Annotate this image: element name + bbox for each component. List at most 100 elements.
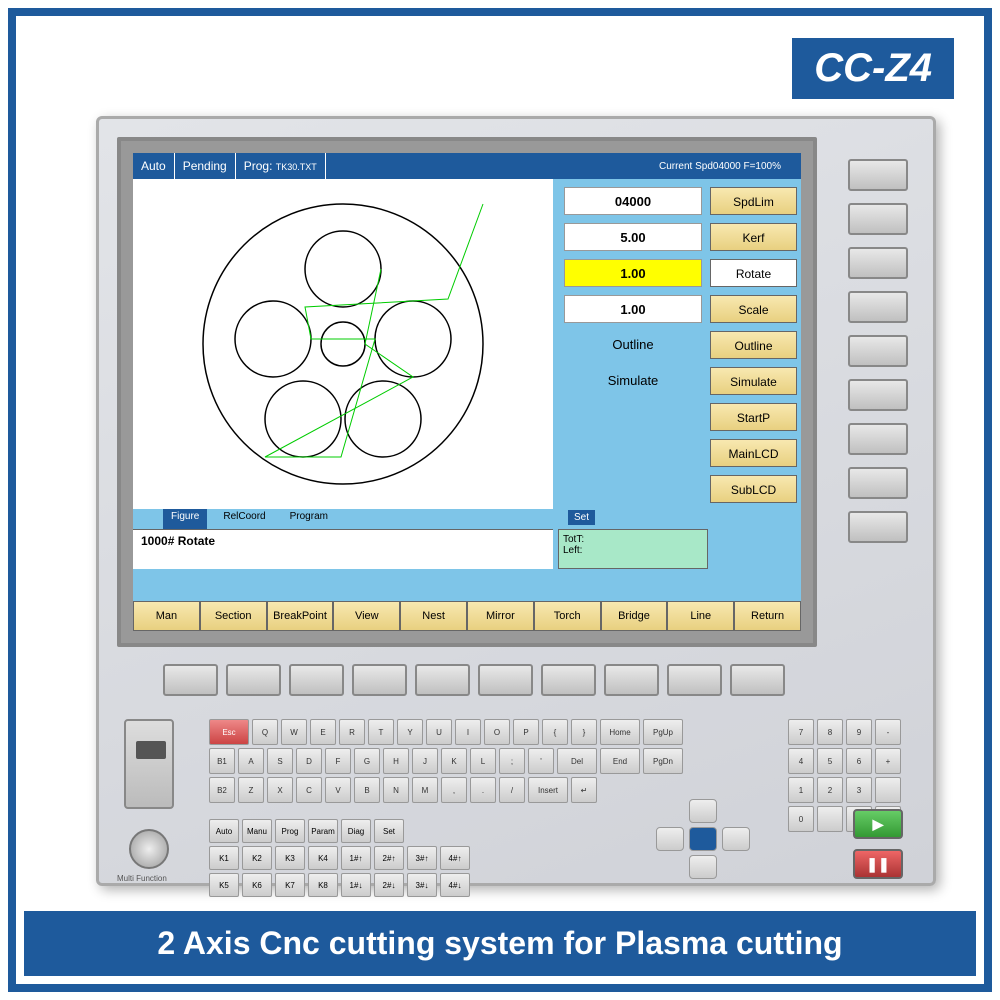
- dpad-center[interactable]: [689, 827, 717, 851]
- hardkey-f3[interactable]: [848, 247, 908, 279]
- btn-section[interactable]: Section: [200, 601, 267, 631]
- key-2#↑[interactable]: 2#↑: [374, 846, 404, 870]
- key-K5[interactable]: K5: [209, 873, 239, 897]
- btn-spdlim[interactable]: SpdLim: [710, 187, 797, 215]
- key-Auto[interactable]: Auto: [209, 819, 239, 843]
- key-I[interactable]: I: [455, 719, 481, 745]
- key-blank[interactable]: [817, 806, 843, 832]
- key-N[interactable]: N: [383, 777, 409, 803]
- key-3[interactable]: 3: [846, 777, 872, 803]
- key-2#↓[interactable]: 2#↓: [374, 873, 404, 897]
- key-1#↑[interactable]: 1#↑: [341, 846, 371, 870]
- multifunction-dial[interactable]: [129, 829, 169, 869]
- key-G[interactable]: G: [354, 748, 380, 774]
- btn-view[interactable]: View: [333, 601, 400, 631]
- key-L[interactable]: L: [470, 748, 496, 774]
- key-↵[interactable]: ↵: [571, 777, 597, 803]
- btn-scale[interactable]: Scale: [710, 295, 797, 323]
- btn-line[interactable]: Line: [667, 601, 734, 631]
- key-6[interactable]: 6: [846, 748, 872, 774]
- key-Esc[interactable]: Esc: [209, 719, 249, 745]
- key-T[interactable]: T: [368, 719, 394, 745]
- tab-figure[interactable]: Figure: [163, 509, 207, 529]
- btn-sublcd[interactable]: SubLCD: [710, 475, 797, 503]
- dpad-left[interactable]: [656, 827, 684, 851]
- btn-nest[interactable]: Nest: [400, 601, 467, 631]
- hardkey-b5[interactable]: [415, 664, 470, 696]
- btn-mainlcd[interactable]: MainLCD: [710, 439, 797, 467]
- key-C[interactable]: C: [296, 777, 322, 803]
- key-F[interactable]: F: [325, 748, 351, 774]
- hardkey-b3[interactable]: [289, 664, 344, 696]
- key-4#↓[interactable]: 4#↓: [440, 873, 470, 897]
- key-blank[interactable]: [875, 777, 901, 803]
- key-M[interactable]: M: [412, 777, 438, 803]
- key-K8[interactable]: K8: [308, 873, 338, 897]
- key-Insert[interactable]: Insert: [528, 777, 568, 803]
- key-J[interactable]: J: [412, 748, 438, 774]
- key-W[interactable]: W: [281, 719, 307, 745]
- btn-man[interactable]: Man: [133, 601, 200, 631]
- btn-breakpoint[interactable]: BreakPoint: [267, 601, 334, 631]
- dpad-down[interactable]: [689, 855, 717, 879]
- key-Prog[interactable]: Prog: [275, 819, 305, 843]
- key-O[interactable]: O: [484, 719, 510, 745]
- hardkey-b4[interactable]: [352, 664, 407, 696]
- btn-torch[interactable]: Torch: [534, 601, 601, 631]
- set-button[interactable]: Set: [568, 510, 595, 525]
- hardkey-f7[interactable]: [848, 423, 908, 455]
- hardkey-b2[interactable]: [226, 664, 281, 696]
- btn-kerf[interactable]: Kerf: [710, 223, 797, 251]
- key-K4[interactable]: K4: [308, 846, 338, 870]
- tab-relcoord[interactable]: RelCoord: [215, 509, 273, 529]
- key-B2[interactable]: B2: [209, 777, 235, 803]
- key-A[interactable]: A: [238, 748, 264, 774]
- key-Manu[interactable]: Manu: [242, 819, 272, 843]
- key-Y[interactable]: Y: [397, 719, 423, 745]
- key-'[interactable]: ': [528, 748, 554, 774]
- key-;[interactable]: ;: [499, 748, 525, 774]
- btn-bridge[interactable]: Bridge: [601, 601, 668, 631]
- key-,[interactable]: ,: [441, 777, 467, 803]
- key-2[interactable]: 2: [817, 777, 843, 803]
- key-Set[interactable]: Set: [374, 819, 404, 843]
- dpad-right[interactable]: [722, 827, 750, 851]
- param-rotate[interactable]: 1.00: [564, 259, 702, 287]
- key-3#↓[interactable]: 3#↓: [407, 873, 437, 897]
- hardkey-b8[interactable]: [604, 664, 659, 696]
- key-B1[interactable]: B1: [209, 748, 235, 774]
- btn-mirror[interactable]: Mirror: [467, 601, 534, 631]
- key-X[interactable]: X: [267, 777, 293, 803]
- key-S[interactable]: S: [267, 748, 293, 774]
- key-Z[interactable]: Z: [238, 777, 264, 803]
- key-4[interactable]: 4: [788, 748, 814, 774]
- key-H[interactable]: H: [383, 748, 409, 774]
- key-0[interactable]: 0: [788, 806, 814, 832]
- hardkey-b10[interactable]: [730, 664, 785, 696]
- key-End[interactable]: End: [600, 748, 640, 774]
- key-Diag[interactable]: Diag: [341, 819, 371, 843]
- tab-program[interactable]: Program: [282, 509, 336, 529]
- key-{[interactable]: {: [542, 719, 568, 745]
- key-Q[interactable]: Q: [252, 719, 278, 745]
- hardkey-f4[interactable]: [848, 291, 908, 323]
- key-+[interactable]: +: [875, 748, 901, 774]
- key-U[interactable]: U: [426, 719, 452, 745]
- btn-return[interactable]: Return: [734, 601, 801, 631]
- hardkey-b9[interactable]: [667, 664, 722, 696]
- key--[interactable]: -: [875, 719, 901, 745]
- key-.[interactable]: .: [470, 777, 496, 803]
- hardkey-f6[interactable]: [848, 379, 908, 411]
- key-PgUp[interactable]: PgUp: [643, 719, 683, 745]
- hardkey-f5[interactable]: [848, 335, 908, 367]
- key-K3[interactable]: K3: [275, 846, 305, 870]
- key-}[interactable]: }: [571, 719, 597, 745]
- key-8[interactable]: 8: [817, 719, 843, 745]
- key-9[interactable]: 9: [846, 719, 872, 745]
- key-K2[interactable]: K2: [242, 846, 272, 870]
- feed-override-slider[interactable]: [124, 719, 174, 809]
- key-Param[interactable]: Param: [308, 819, 338, 843]
- key-/[interactable]: /: [499, 777, 525, 803]
- key-V[interactable]: V: [325, 777, 351, 803]
- key-4#↑[interactable]: 4#↑: [440, 846, 470, 870]
